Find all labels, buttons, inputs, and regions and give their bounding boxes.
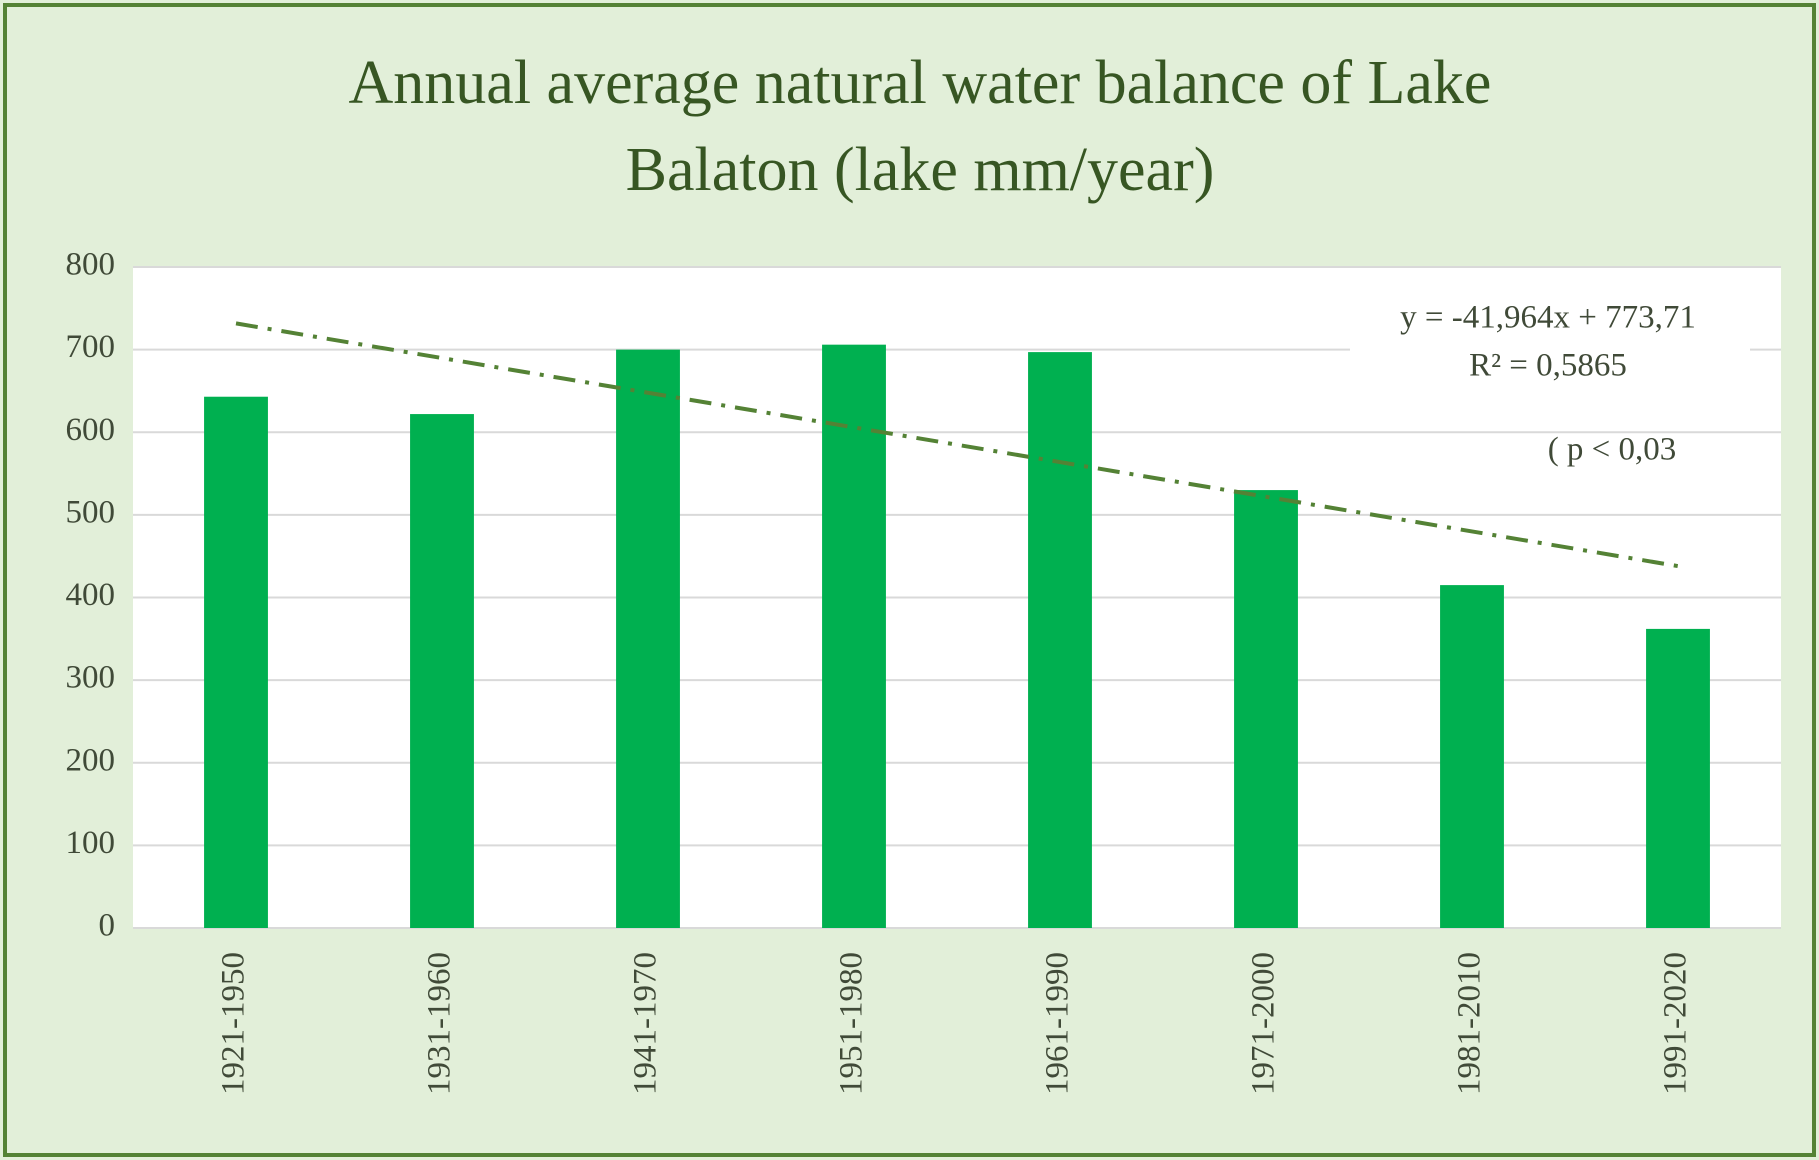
y-tick-label: 600 bbox=[66, 412, 116, 448]
y-tick-label: 400 bbox=[66, 577, 116, 613]
bar bbox=[616, 349, 680, 928]
x-tick-label: 1981-2010 bbox=[1452, 952, 1488, 1095]
x-tick-label: 1941-1970 bbox=[628, 952, 664, 1095]
bar bbox=[1028, 352, 1092, 928]
chart-title: Balaton (lake mm/year) bbox=[626, 136, 1215, 204]
bar bbox=[1440, 585, 1504, 928]
bar bbox=[410, 414, 474, 928]
trend-p: ( p < 0,03 bbox=[1548, 432, 1677, 468]
y-tick-label: 100 bbox=[66, 825, 116, 861]
x-tick-label: 1991-2020 bbox=[1658, 952, 1694, 1095]
x-tick-label: 1931-1960 bbox=[422, 952, 458, 1095]
x-tick-label: 1971-2000 bbox=[1246, 952, 1282, 1095]
y-tick-label: 0 bbox=[99, 908, 116, 944]
x-tick-label: 1961-1990 bbox=[1040, 952, 1076, 1095]
x-tick-label: 1921-1950 bbox=[216, 952, 252, 1095]
y-tick-label: 800 bbox=[66, 247, 116, 283]
y-tick-label: 300 bbox=[66, 660, 116, 696]
bar bbox=[204, 396, 268, 928]
x-tick-label: 1951-1980 bbox=[834, 952, 870, 1095]
bar bbox=[822, 344, 886, 929]
trend-equation: y = -41,964x + 773,71 bbox=[1400, 300, 1696, 336]
y-tick-label: 200 bbox=[66, 742, 116, 778]
chart-title: Annual average natural water balance of … bbox=[349, 49, 1492, 117]
trend-r2: R² = 0,5865 bbox=[1469, 348, 1627, 384]
y-tick-label: 500 bbox=[66, 494, 116, 530]
trendline bbox=[235, 321, 1679, 569]
bar bbox=[1646, 628, 1710, 928]
y-tick-label: 700 bbox=[66, 329, 116, 365]
equation-box bbox=[1350, 296, 1750, 392]
bar bbox=[1234, 490, 1298, 928]
